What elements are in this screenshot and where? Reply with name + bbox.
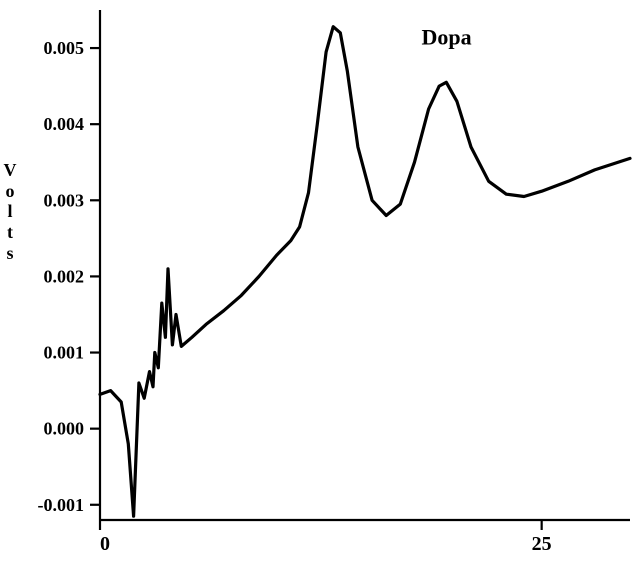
x-tick-label: 0 <box>100 533 110 555</box>
y-axis-title-char: V <box>2 160 18 181</box>
y-axis-title-char: l <box>2 201 18 222</box>
data-line <box>100 27 630 517</box>
y-axis-title-char: t <box>2 222 18 243</box>
y-tick-label: 0.001 <box>44 343 85 363</box>
y-tick-label: 0.002 <box>44 266 85 286</box>
y-tick-label: 0.000 <box>44 419 85 439</box>
y-axis-title-char: s <box>2 243 18 264</box>
chart-container: V o l t s -0.001 0.000 0.001 0.002 0.003 0.00… <box>0 0 644 563</box>
annotation-dopa: Dopa <box>422 24 472 49</box>
y-tick-label: -0.001 <box>38 495 85 515</box>
y-tick-label: 0.005 <box>44 38 85 58</box>
y-tick-label: 0.003 <box>44 190 85 210</box>
chart-svg: -0.001 0.000 0.001 0.002 0.003 0.004 0.005 0 25 D… <box>0 0 644 563</box>
y-axis-title: V o l t s <box>2 160 18 263</box>
y-axis-title-char: o <box>2 181 18 202</box>
y-tick-label: 0.004 <box>44 114 85 134</box>
x-tick-label: 25 <box>532 533 552 555</box>
